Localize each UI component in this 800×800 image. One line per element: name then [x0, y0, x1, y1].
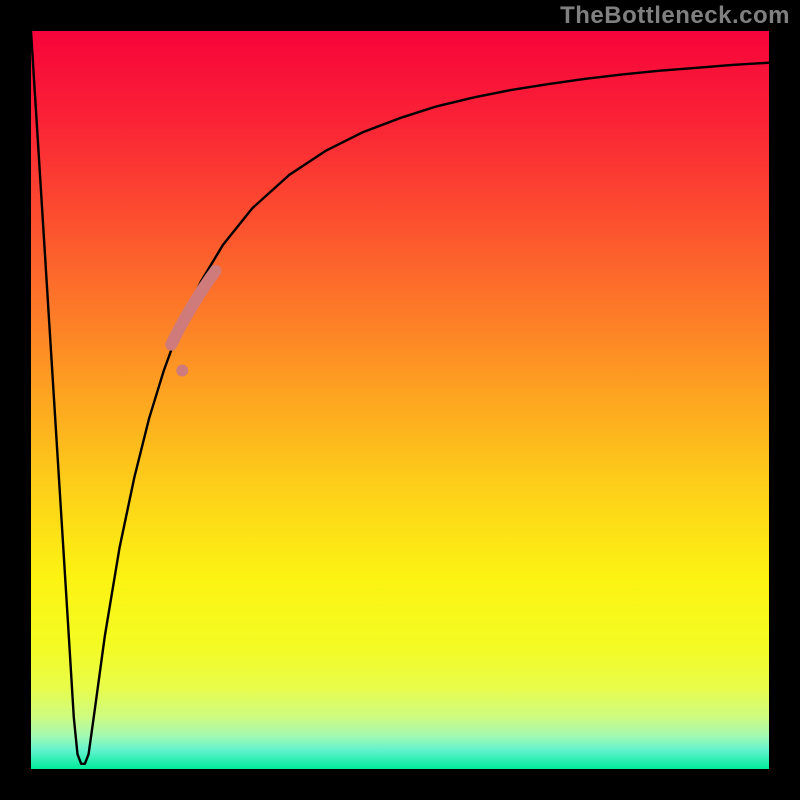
- chart-stage: TheBottleneck.com: [0, 0, 800, 800]
- chart-svg: [0, 0, 800, 800]
- watermark-text: TheBottleneck.com: [560, 2, 790, 30]
- gradient-background: [31, 31, 769, 769]
- highlight-dot: [176, 364, 188, 376]
